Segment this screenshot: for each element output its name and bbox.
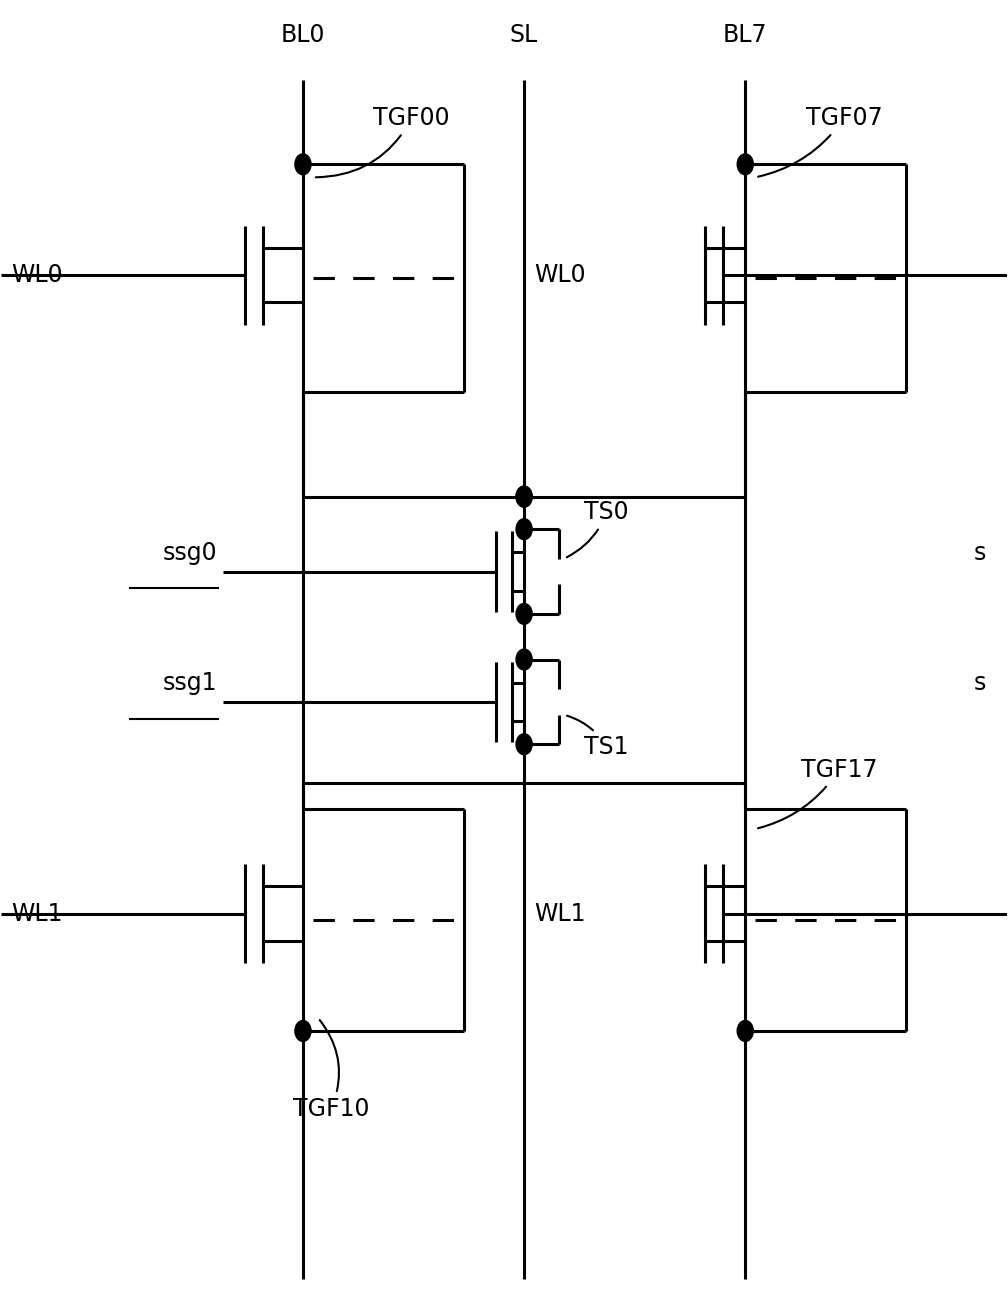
Circle shape — [516, 603, 532, 624]
Text: BL0: BL0 — [280, 24, 326, 47]
Text: TGF07: TGF07 — [758, 106, 882, 176]
Text: s: s — [974, 541, 987, 565]
Circle shape — [516, 649, 532, 670]
Circle shape — [737, 1020, 753, 1041]
Circle shape — [516, 734, 532, 755]
Text: TS0: TS0 — [566, 500, 629, 558]
Text: TGF00: TGF00 — [316, 106, 450, 178]
Text: ssg0: ssg0 — [163, 541, 218, 565]
Text: ssg1: ssg1 — [163, 671, 218, 695]
Text: BL7: BL7 — [723, 24, 767, 47]
Circle shape — [516, 486, 532, 507]
Circle shape — [295, 1020, 311, 1041]
Circle shape — [737, 154, 753, 175]
Text: SL: SL — [510, 24, 538, 47]
Text: TGF10: TGF10 — [293, 1020, 369, 1121]
Text: s: s — [974, 671, 987, 695]
Text: WL0: WL0 — [11, 263, 64, 287]
Circle shape — [516, 518, 532, 539]
Circle shape — [295, 154, 311, 175]
Text: WL1: WL1 — [534, 901, 586, 926]
Text: WL1: WL1 — [11, 901, 62, 926]
Text: WL0: WL0 — [534, 263, 586, 287]
Text: TS1: TS1 — [566, 716, 629, 759]
Circle shape — [516, 486, 532, 507]
Text: TGF17: TGF17 — [758, 757, 877, 828]
